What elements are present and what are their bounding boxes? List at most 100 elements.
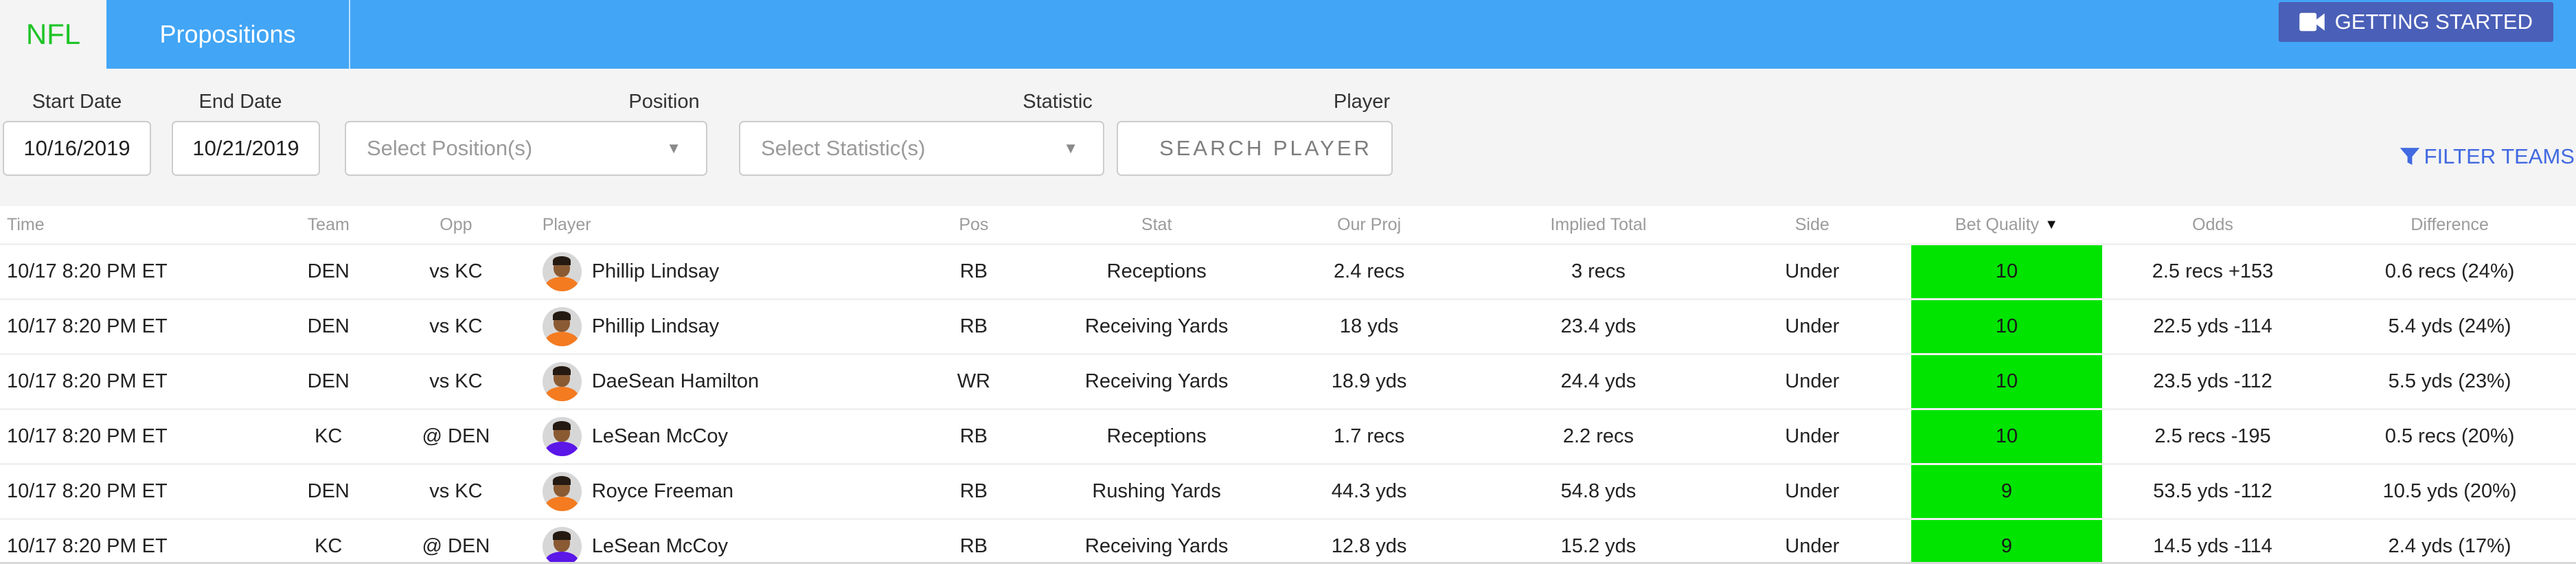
cell-odds: 2.5 recs -195 — [2154, 425, 2271, 447]
player-name: Royce Freeman — [591, 480, 733, 502]
tab-bar: Propositions GETTING STARTED — [106, 0, 2576, 69]
player-avatar — [542, 307, 582, 346]
player-label: Player — [1333, 91, 1391, 113]
cell-implied-total: 24.4 yds — [1560, 370, 1637, 392]
cell-side: Under — [1785, 425, 1840, 447]
avatar-jersey — [545, 442, 579, 456]
cell-stat: Receptions — [1106, 425, 1207, 447]
cell-team: DEN — [307, 370, 350, 392]
column-header-team[interactable]: Team — [307, 214, 350, 234]
bet-quality-badge: 10 — [1911, 355, 2102, 408]
table-body: 10/17 8:20 PM ET DEN vs KC Phillip Linds… — [0, 245, 2576, 564]
cell-odds: 23.5 yds -112 — [2153, 370, 2272, 392]
column-header-player[interactable]: Player — [542, 214, 591, 234]
cell-side: Under — [1785, 480, 1840, 502]
cell-our-proj: 18.9 yds — [1331, 370, 1407, 392]
column-header-implied-total[interactable]: Implied Total — [1550, 214, 1647, 234]
cell-pos: RB — [959, 535, 988, 557]
cell-stat: Receiving Yards — [1084, 370, 1229, 392]
cell-pos: RB — [959, 260, 988, 282]
getting-started-label: GETTING STARTED — [2334, 10, 2533, 34]
column-header-opp[interactable]: Opp — [440, 214, 472, 234]
end-date-input[interactable] — [172, 121, 320, 176]
cell-odds: 22.5 yds -114 — [2153, 315, 2272, 337]
cell-team: DEN — [307, 480, 350, 502]
avatar-hair — [553, 311, 571, 320]
cell-difference: 5.4 yds (24%) — [2388, 315, 2511, 337]
statistic-placeholder: Select Statistic(s) — [761, 136, 926, 160]
statistic-select[interactable]: Select Statistic(s) ▼ — [739, 121, 1104, 176]
filter-teams-button[interactable]: FILTER TEAMS — [2398, 140, 2575, 173]
cell-opp: vs KC — [429, 370, 483, 392]
column-header-pos[interactable]: Pos — [959, 214, 989, 234]
bet-quality-badge: 10 — [1911, 300, 2102, 353]
avatar-hair — [553, 366, 571, 375]
getting-started-button[interactable]: GETTING STARTED — [2278, 2, 2553, 42]
cell-player: LeSean McCoy — [500, 520, 889, 564]
position-placeholder: Select Position(s) — [367, 136, 533, 160]
cell-opp: @ DEN — [422, 425, 490, 447]
player-name: Phillip Lindsay — [591, 315, 720, 337]
cell-team: KC — [315, 425, 343, 447]
video-camera-icon — [2299, 12, 2325, 32]
player-avatar — [542, 252, 582, 291]
column-header-odds[interactable]: Odds — [2192, 214, 2233, 234]
league-selector-nfl[interactable]: NFL — [25, 18, 81, 50]
column-header-our-proj[interactable]: Our Proj — [1337, 214, 1402, 234]
position-label: Position — [628, 91, 700, 113]
cell-bet-quality: 10 — [1911, 410, 2102, 463]
sort-desc-icon: ▼ — [2044, 216, 2058, 232]
cell-our-proj: 2.4 recs — [1334, 260, 1405, 282]
column-header-side[interactable]: Side — [1794, 214, 1830, 234]
table-header-row: Time Team Opp Player Pos Stat Our Proj I… — [0, 206, 2576, 245]
position-select[interactable]: Select Position(s) ▼ — [345, 121, 707, 176]
cell-pos: RB — [959, 315, 988, 337]
cell-our-proj: 1.7 recs — [1334, 425, 1405, 447]
column-header-stat[interactable]: Stat — [1141, 214, 1172, 234]
bet-quality-badge: 9 — [1911, 520, 2102, 564]
cell-pos: RB — [959, 480, 988, 502]
cell-side: Under — [1785, 370, 1840, 392]
bet-quality-badge: 9 — [1911, 465, 2102, 518]
player-name: DaeSean Hamilton — [591, 370, 760, 392]
avatar-jersey — [545, 552, 579, 564]
filter-funnel-icon — [2400, 148, 2419, 166]
start-date-input[interactable] — [3, 121, 151, 176]
cell-player: Royce Freeman — [500, 465, 889, 518]
player-avatar — [542, 527, 582, 564]
table-row: 10/17 8:20 PM ET DEN vs KC Phillip Linds… — [0, 245, 2576, 300]
top-bar: NFL Propositions GETTING STARTED — [0, 0, 2576, 69]
cell-player: Phillip Lindsay — [500, 300, 889, 353]
table-row: 10/17 8:20 PM ET DEN vs KC Royce Freeman… — [0, 465, 2576, 520]
cell-implied-total: 23.4 yds — [1560, 315, 1637, 337]
cell-side: Under — [1785, 260, 1840, 282]
column-header-time[interactable]: Time — [7, 214, 45, 234]
cell-bet-quality: 9 — [1911, 465, 2102, 518]
bet-quality-header-label: Bet Quality — [1954, 214, 2040, 234]
cell-pos: RB — [959, 425, 988, 447]
end-date-label: End Date — [198, 91, 282, 113]
avatar-jersey — [545, 332, 579, 346]
avatar-jersey — [545, 277, 579, 291]
player-search-input[interactable] — [1117, 121, 1393, 176]
avatar-hair — [553, 421, 571, 430]
cell-stat: Rushing Yards — [1092, 480, 1221, 502]
horizontal-scrollbar[interactable] — [0, 562, 2576, 564]
start-date-label: Start Date — [32, 91, 122, 113]
bet-quality-badge: 10 — [1911, 245, 2102, 298]
column-header-difference[interactable]: Difference — [2410, 214, 2489, 234]
tab-propositions[interactable]: Propositions — [106, 0, 350, 69]
cell-time: 10/17 8:20 PM ET — [7, 425, 168, 447]
filter-teams-label: FILTER TEAMS — [2424, 144, 2575, 168]
cell-opp: vs KC — [429, 315, 483, 337]
cell-bet-quality: 9 — [1911, 520, 2102, 564]
avatar-jersey — [545, 497, 579, 511]
avatar-hair — [553, 531, 571, 540]
table-row: 10/17 8:20 PM ET DEN vs KC DaeSean Hamil… — [0, 355, 2576, 410]
cell-time: 10/17 8:20 PM ET — [7, 370, 168, 392]
cell-side: Under — [1785, 535, 1840, 557]
column-header-bet-quality[interactable]: Bet Quality ▼ — [1911, 206, 2102, 243]
cell-stat: Receiving Yards — [1084, 535, 1229, 557]
cell-side: Under — [1785, 315, 1840, 337]
